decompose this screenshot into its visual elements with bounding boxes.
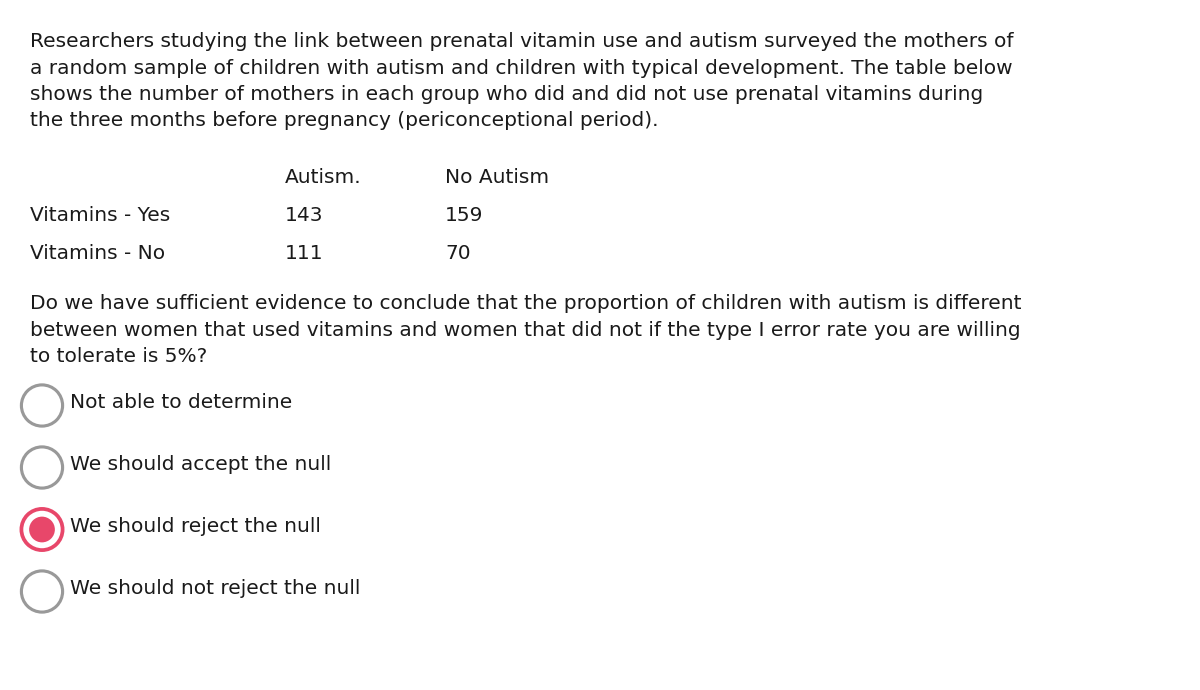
Text: between women that used vitamins and women that did not if the type I error rate: between women that used vitamins and wom… — [30, 320, 1021, 339]
Text: 111: 111 — [286, 244, 324, 263]
Text: a random sample of children with autism and children with typical development. T: a random sample of children with autism … — [30, 59, 1013, 77]
Text: Researchers studying the link between prenatal vitamin use and autism surveyed t: Researchers studying the link between pr… — [30, 32, 1014, 51]
Text: 143: 143 — [286, 206, 324, 225]
Text: We should not reject the null: We should not reject the null — [70, 579, 360, 598]
Text: Vitamins - No: Vitamins - No — [30, 244, 166, 263]
Text: Vitamins - Yes: Vitamins - Yes — [30, 206, 170, 225]
Text: We should reject the null: We should reject the null — [70, 517, 320, 536]
Text: shows the number of mothers in each group who did and did not use prenatal vitam: shows the number of mothers in each grou… — [30, 85, 983, 104]
Text: 159: 159 — [445, 206, 484, 225]
Text: We should accept the null: We should accept the null — [70, 455, 331, 474]
Text: the three months before pregnancy (periconceptional period).: the three months before pregnancy (peric… — [30, 112, 659, 130]
Circle shape — [29, 517, 55, 542]
Text: Do we have sufficient evidence to conclude that the proportion of children with : Do we have sufficient evidence to conclu… — [30, 294, 1021, 313]
Text: Autism.: Autism. — [286, 168, 361, 187]
Text: 70: 70 — [445, 244, 470, 263]
Text: to tolerate is 5%?: to tolerate is 5%? — [30, 347, 208, 366]
Text: Not able to determine: Not able to determine — [70, 393, 293, 412]
Text: No Autism: No Autism — [445, 168, 550, 187]
